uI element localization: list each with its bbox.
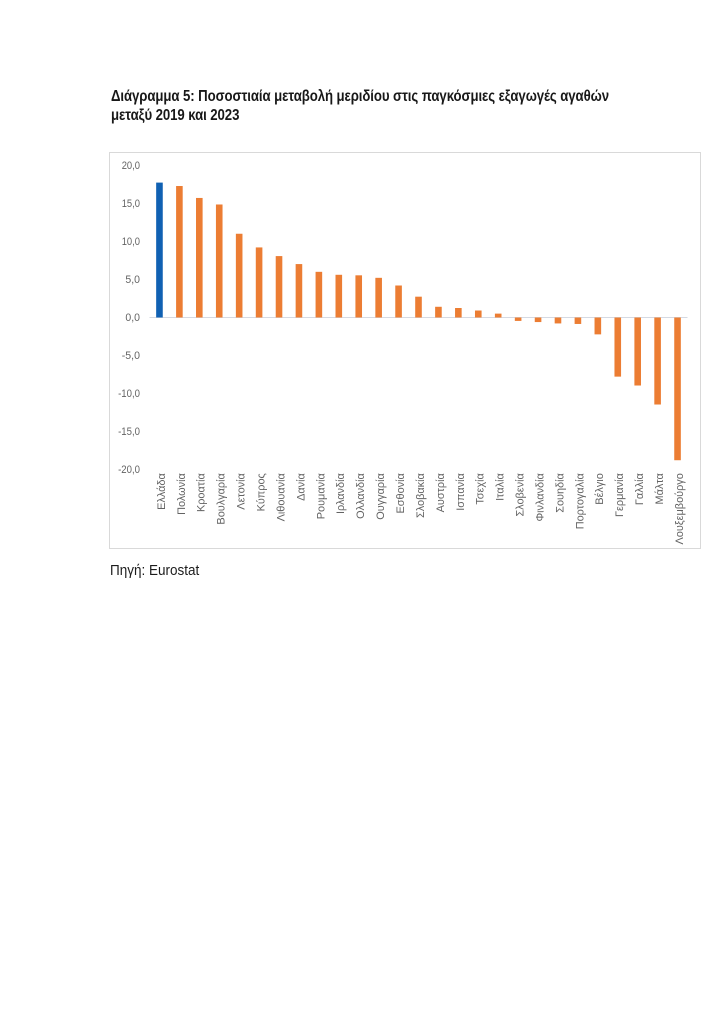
svg-text:Κύπρος: Κύπρος [255,473,267,511]
svg-text:20,0: 20,0 [122,159,140,171]
svg-text:Ιταλία: Ιταλία [495,473,507,501]
svg-text:-15,0: -15,0 [118,425,140,437]
svg-text:Ρουμανία: Ρουμανία [315,473,327,519]
svg-text:Σλοβενία: Σλοβενία [515,473,527,516]
svg-text:15,0: 15,0 [122,197,140,209]
svg-text:Ολλανδία: Ολλανδία [355,473,367,519]
svg-text:Λιθουανία: Λιθουανία [275,473,287,521]
svg-text:Ουγγαρία: Ουγγαρία [375,473,387,520]
svg-text:Κροατία: Κροατία [196,473,208,512]
svg-text:Λετονία: Λετονία [236,473,248,510]
svg-text:Γερμανία: Γερμανία [614,473,626,517]
svg-text:Ελλάδα: Ελλάδα [156,473,168,510]
svg-text:-5,0: -5,0 [122,349,140,361]
svg-text:Ισπανία: Ισπανία [455,473,467,511]
svg-text:10,0: 10,0 [122,235,140,247]
svg-text:Αυστρία: Αυστρία [435,473,447,512]
svg-text:Σουηδία: Σουηδία [554,473,566,513]
svg-text:Βέλγιο: Βέλγιο [594,473,606,505]
svg-text:0,0: 0,0 [125,311,140,323]
svg-text:Βουλγαρία: Βουλγαρία [216,473,228,524]
svg-text:Εσθονία: Εσθονία [395,473,407,513]
svg-text:-10,0: -10,0 [118,387,140,399]
svg-text:Τσεχία: Τσεχία [475,473,487,504]
svg-text:5,0: 5,0 [125,273,140,285]
svg-text:Δανία: Δανία [295,473,307,501]
svg-text:Πορτογαλία: Πορτογαλία [574,473,586,529]
svg-text:Πολωνία: Πολωνία [176,473,188,515]
svg-text:Φινλανδία: Φινλανδία [534,473,546,521]
svg-text:Σλοβακία: Σλοβακία [415,473,427,518]
svg-text:Λουξεμβούργο: Λουξεμβούργο [674,473,686,544]
svg-text:Μάλτα: Μάλτα [654,473,666,504]
svg-text:-20,0: -20,0 [118,463,140,475]
svg-text:Ιρλανδία: Ιρλανδία [335,473,347,514]
svg-text:Γαλλία: Γαλλία [634,473,646,505]
